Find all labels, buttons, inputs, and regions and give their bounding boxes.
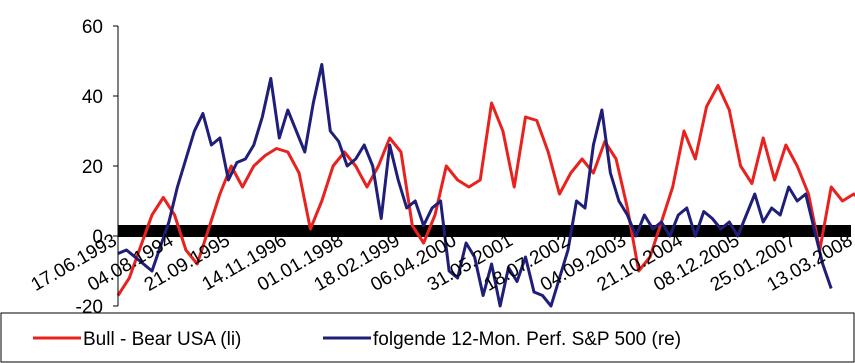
plot-area bbox=[116, 63, 855, 308]
y-tick-label: 60 bbox=[82, 17, 103, 38]
legend-label-bull-bear: Bull - Bear USA (li) bbox=[83, 329, 241, 350]
legend: Bull - Bear USA (li) folgende 12-Mon. Per… bbox=[0, 312, 855, 363]
series-line-bull-bear bbox=[116, 84, 855, 297]
series-line-sp500 bbox=[117, 63, 833, 308]
y-tick-label: 40 bbox=[82, 87, 103, 108]
y-tick-label: 20 bbox=[82, 157, 103, 178]
legend-box bbox=[0, 312, 855, 363]
axes: -20020406017.06.199304.08.199421.09.1995… bbox=[28, 17, 855, 318]
y-tick-label: 0 bbox=[92, 227, 103, 248]
legend-label-sp500: folgende 12-Mon. Perf. S&P 500 (re) bbox=[373, 329, 681, 350]
